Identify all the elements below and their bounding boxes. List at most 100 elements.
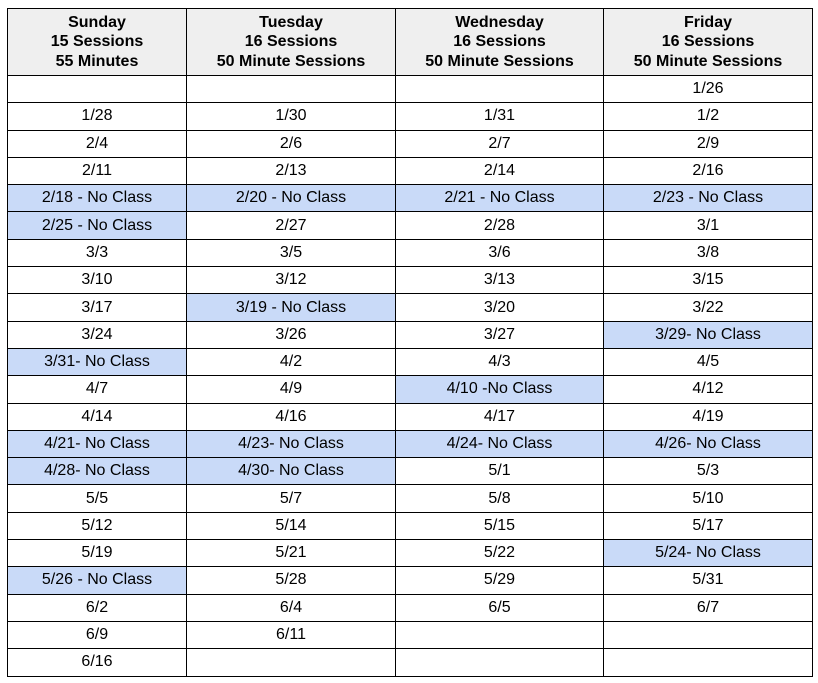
date-cell: 3/17	[7, 293, 187, 322]
date-cell: 4/17	[395, 402, 604, 431]
date-cell: 4/14	[7, 402, 187, 431]
date-cell: 5/5	[7, 484, 187, 513]
date-cell: 5/3	[603, 457, 813, 486]
date-cell: 6/5	[395, 593, 604, 622]
date-cell	[395, 74, 604, 104]
date-cell: 1/2	[603, 102, 813, 131]
date-cell: 3/15	[603, 266, 813, 295]
no-class-cell: 5/26 - No Class	[7, 566, 187, 595]
table-row: 4/14 4/16 4/17 4/19	[7, 402, 813, 431]
day-label: Tuesday	[259, 13, 323, 31]
schedule-table: Sunday 15 Sessions 55 Minutes Tuesday 16 Se…	[7, 8, 813, 677]
date-cell: 2/16	[603, 156, 813, 186]
no-class-cell: 5/24- No Class	[603, 539, 813, 568]
date-cell: 2/7	[395, 129, 604, 158]
date-cell: 4/7	[7, 375, 187, 404]
table-row: 3/3 3/5 3/6 3/8	[7, 238, 813, 268]
date-cell: 3/3	[7, 238, 187, 268]
table-row: 4/21- No Class 4/23- No Class 4/24- No Cla…	[7, 429, 813, 459]
day-label: Sunday	[68, 13, 126, 31]
no-class-cell: 3/19 - No Class	[186, 293, 396, 322]
date-cell: 3/5	[186, 238, 396, 268]
date-cell: 3/13	[395, 266, 604, 295]
date-cell: 6/9	[7, 620, 187, 650]
date-cell: 2/6	[186, 129, 396, 158]
column-header-wednesday: Wednesday 16 Sessions 50 Minute Sessions	[395, 8, 604, 76]
date-cell: 2/28	[395, 211, 604, 240]
table-row: 3/17 3/19 - No Class 3/20 3/22	[7, 293, 813, 322]
date-cell: 4/2	[186, 347, 396, 377]
no-class-cell: 4/30- No Class	[186, 457, 396, 486]
no-class-cell: 4/21- No Class	[7, 429, 187, 459]
date-cell: 1/30	[186, 102, 396, 131]
table-row: 1/26	[7, 74, 813, 104]
no-class-cell: 4/23- No Class	[186, 429, 396, 459]
date-cell: 4/16	[186, 402, 396, 431]
date-cell: 2/4	[7, 129, 187, 158]
no-class-cell: 4/28- No Class	[7, 457, 187, 486]
date-cell: 4/5	[603, 347, 813, 377]
date-cell: 5/14	[186, 511, 396, 541]
table-row: 2/25 - No Class 2/27 2/28 3/1	[7, 211, 813, 240]
date-cell: 2/27	[186, 211, 396, 240]
date-cell: 6/4	[186, 593, 396, 622]
date-cell	[603, 648, 813, 677]
date-cell: 3/26	[186, 320, 396, 349]
no-class-cell: 4/10 -No Class	[395, 375, 604, 404]
date-cell: 3/12	[186, 266, 396, 295]
date-cell: 4/19	[603, 402, 813, 431]
column-header-tuesday: Tuesday 16 Sessions 50 Minute Sessions	[186, 8, 396, 76]
no-class-cell: 2/25 - No Class	[7, 211, 187, 240]
date-cell: 1/28	[7, 102, 187, 131]
date-cell: 5/31	[603, 566, 813, 595]
no-class-cell: 2/21 - No Class	[395, 184, 604, 213]
date-cell: 5/21	[186, 539, 396, 568]
no-class-cell: 2/18 - No Class	[7, 184, 187, 213]
date-cell: 2/13	[186, 156, 396, 186]
date-cell: 2/11	[7, 156, 187, 186]
table-row: 3/10 3/12 3/13 3/15	[7, 266, 813, 295]
date-cell: 5/12	[7, 511, 187, 541]
date-cell	[603, 620, 813, 650]
day-label: Friday	[683, 13, 732, 31]
header-row: Sunday 15 Sessions 55 Minutes Tuesday 16 Se…	[7, 8, 813, 76]
date-cell: 6/16	[7, 648, 187, 677]
sessions-label: 16 Sessions	[661, 33, 755, 51]
date-cell	[186, 648, 396, 677]
date-cell	[395, 620, 604, 650]
duration-label: 50 Minute Sessions	[633, 52, 783, 70]
date-cell: 5/15	[395, 511, 604, 541]
date-cell: 4/9	[186, 375, 396, 404]
duration-label: 50 Minute Sessions	[216, 52, 366, 70]
sessions-label: 16 Sessions	[244, 33, 338, 51]
table-row: 6/9 6/11	[7, 620, 813, 650]
no-class-cell: 4/24- No Class	[395, 429, 604, 459]
table-row: 3/31- No Class 4/2 4/3 4/5	[7, 347, 813, 377]
table-row: 4/7 4/9 4/10 -No Class 4/12	[7, 375, 813, 404]
sessions-label: 16 Sessions	[453, 33, 546, 51]
date-cell: 5/10	[603, 484, 813, 513]
table-row: 2/4 2/6 2/7 2/9	[7, 129, 813, 158]
date-cell: 5/17	[603, 511, 813, 541]
date-cell: 6/11	[186, 620, 396, 650]
table-row: 2/11 2/13 2/14 2/16	[7, 156, 813, 186]
date-cell: 3/22	[603, 293, 813, 322]
schedule-body: 1/26 1/28 1/30 1/31 1/2 2/4 2/6 2/7 2/9 2/11 2/13 2…	[7, 74, 813, 677]
date-cell: 5/29	[395, 566, 604, 595]
date-cell: 3/6	[395, 238, 604, 268]
date-cell: 5/7	[186, 484, 396, 513]
no-class-cell: 2/23 - No Class	[603, 184, 813, 213]
no-class-cell: 4/26- No Class	[603, 429, 813, 459]
date-cell: 3/27	[395, 320, 604, 349]
table-row: 5/26 - No Class 5/28 5/29 5/31	[7, 566, 813, 595]
no-class-cell: 3/31- No Class	[7, 347, 187, 377]
table-row: 6/16	[7, 648, 813, 677]
date-cell: 1/26	[603, 74, 813, 104]
duration-label: 55 Minutes	[55, 52, 139, 70]
date-cell: 3/10	[7, 266, 187, 295]
date-cell	[186, 74, 396, 104]
no-class-cell: 2/20 - No Class	[186, 184, 396, 213]
date-cell: 2/14	[395, 156, 604, 186]
date-cell: 6/7	[603, 593, 813, 622]
date-cell: 5/28	[186, 566, 396, 595]
